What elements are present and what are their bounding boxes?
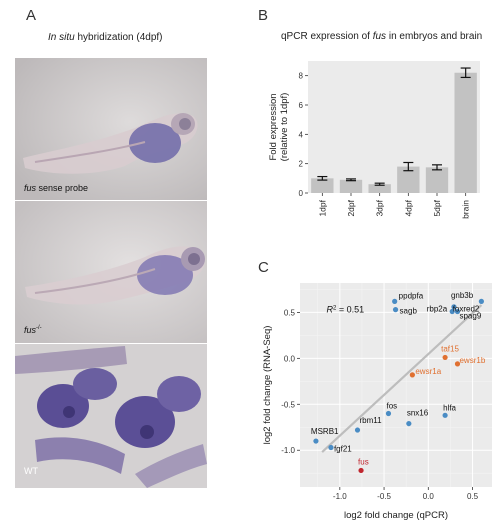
point-snx16 (406, 420, 412, 427)
point-fus (358, 467, 364, 474)
bar-x-tick-label-3dpf: 3dpf (375, 199, 385, 216)
image-label-mutant-italic: fus (24, 325, 37, 335)
image-label-sense-italic: fus (24, 183, 37, 193)
in-situ-image-sense-probe: fus sense probe (15, 58, 207, 200)
image-label-mutant: fus-/- (24, 325, 42, 335)
bar-y-axis-label-line2: (relative to 1dpf) (279, 93, 290, 162)
bar-2dpf (339, 179, 363, 193)
panel-b-title: qPCR expression of fus in embryos and br… (281, 31, 482, 42)
point-rbm11 (354, 427, 361, 433)
panel-c-letter: C (258, 259, 269, 276)
point-foxred2 (478, 298, 484, 304)
panel-a-letter: A (26, 7, 37, 24)
bar-y-tick-label: 6 (299, 101, 304, 110)
scatter-x-tick-label: 0.5 (467, 492, 479, 501)
panel-b-title-post: in embryos and brain (386, 31, 483, 42)
bar-x-tick-label-5dpf: 5dpf (432, 199, 442, 216)
panel-b-letter: B (258, 7, 269, 24)
point-label-hlfa: hlfa (443, 403, 456, 412)
bar-4dpf (397, 166, 420, 193)
scatter-x-tick-label: 0.0 (423, 492, 435, 501)
point-label-fus: fus (358, 457, 369, 466)
scatter-y-tick-label: -1.0 (281, 446, 295, 455)
scatter-y-axis-label: log2 fold change (RNA-Seq) (262, 326, 273, 445)
point-label-rbp2a: rbp2a (427, 304, 448, 313)
point-label-snx16: snx16 (407, 409, 429, 418)
panel-a-title-rest: hybridization (4dpf) (74, 32, 163, 43)
bar-plot-layer: 0 2 4 6 8 1dpf 2dpf 3dpf 4dpf 5dpf brain (299, 61, 480, 219)
bar-x-tick-label-1dpf: 1dpf (317, 199, 327, 216)
bar-5dpf (425, 167, 449, 193)
scatter-plot-layer: -1.0 -0.5 0.0 0.5 -1.0 -0.5 0.0 0.5 ppdpfa sagb gn… (281, 283, 492, 501)
regression-line (321, 304, 483, 453)
point-label-gnb3b: gnb3b (451, 291, 474, 300)
point-taf15 (442, 354, 448, 361)
point-ewsr1a (409, 372, 415, 378)
point-label-ppdpfa: ppdpfa (399, 291, 424, 300)
panel-b-title-pre: qPCR expression of (281, 31, 373, 42)
image-label-sense-rest: sense probe (36, 183, 89, 193)
point-ppdpfa (392, 298, 398, 304)
point-label-taf15: taf15 (441, 344, 459, 353)
rnaseq-vs-qpcr-scatter-chart: -1.0 -0.5 0.0 0.5 -1.0 -0.5 0.0 0.5 ppdpfa sagb gn… (262, 283, 492, 521)
r-squared-annotation: R2 = 0.51 (327, 304, 365, 314)
image-label-wt-rest: WT (24, 466, 38, 476)
embryo-illustration-wt (15, 344, 207, 488)
embryo-illustration-mutant (15, 201, 207, 343)
r-squared-sup: 2 (333, 305, 337, 311)
scatter-x-tick-label: -1.0 (333, 492, 347, 501)
point-gnb3b (451, 304, 457, 310)
point-label-foxred2: foxred2 (453, 304, 480, 313)
bar-3dpf (368, 184, 391, 193)
point-spag9 (454, 308, 461, 315)
point-fos (385, 410, 392, 417)
point-hlfa (442, 412, 448, 418)
bar-x-tick-label-2dpf: 2dpf (346, 199, 356, 216)
point-MSRB1 (313, 438, 319, 444)
in-situ-image-fus-mutant: fus-/- (15, 201, 207, 343)
point-fgf21 (328, 444, 334, 451)
r-squared-value: = 0.51 (336, 304, 364, 314)
in-situ-image-wt: WT (15, 344, 207, 488)
point-label-spag9: spag9 (459, 311, 481, 320)
scatter-y-tick-label: -0.5 (281, 400, 295, 409)
bar-y-tick-label: 8 (299, 72, 304, 81)
point-label-rbm11: rbm11 (360, 416, 383, 425)
bar-x-tick-label-4dpf: 4dpf (403, 199, 413, 216)
qpcr-bar-chart: 0 2 4 6 8 1dpf 2dpf 3dpf 4dpf 5dpf brain Fold expr… (268, 61, 480, 219)
bar-y-tick-label: 2 (299, 160, 304, 169)
point-rbp2a (449, 308, 455, 315)
point-label-fgf21: fgf21 (334, 444, 352, 453)
bar-1dpf (311, 178, 334, 193)
image-label-mutant-sup: -/- (36, 325, 42, 331)
bar-y-tick-label: 0 (299, 189, 304, 198)
panel-a-title-italic: In situ (48, 32, 75, 43)
r-squared-symbol: R (327, 304, 334, 314)
point-label-fos: fos (386, 401, 397, 410)
panel-b-title-italic: fus (372, 31, 387, 42)
bar-y-tick-label: 4 (299, 130, 304, 139)
bar-brain (454, 72, 477, 193)
image-label-wt: WT (24, 466, 38, 476)
scatter-y-tick-label: 0.5 (284, 308, 296, 317)
point-sagb (392, 307, 399, 313)
scatter-y-tick-label: 0.0 (284, 354, 296, 363)
point-label-ewsr1a: ewsr1a (415, 367, 441, 376)
point-label-ewsr1b: ewsr1b (459, 356, 485, 365)
point-ewsr1b (454, 361, 461, 367)
bar-y-axis-label-line1: Fold expression (268, 93, 279, 160)
panel-a-title: In situ hybridization (4dpf) (48, 32, 163, 43)
scatter-x-axis-label: log2 fold change (qPCR) (344, 510, 448, 521)
bar-plot-background (308, 61, 480, 193)
scatter-x-tick-label: -0.5 (377, 492, 391, 501)
embryo-illustration-sense (15, 58, 207, 200)
bar-chart-y-axis-label: Fold expression(relative to 1dpf) (268, 93, 290, 162)
point-label-MSRB1: MSRB1 (311, 427, 339, 436)
bar-x-tick-label-brain: brain (461, 200, 471, 219)
image-label-sense: fus sense probe (24, 183, 88, 193)
point-label-sagb: sagb (400, 307, 418, 316)
